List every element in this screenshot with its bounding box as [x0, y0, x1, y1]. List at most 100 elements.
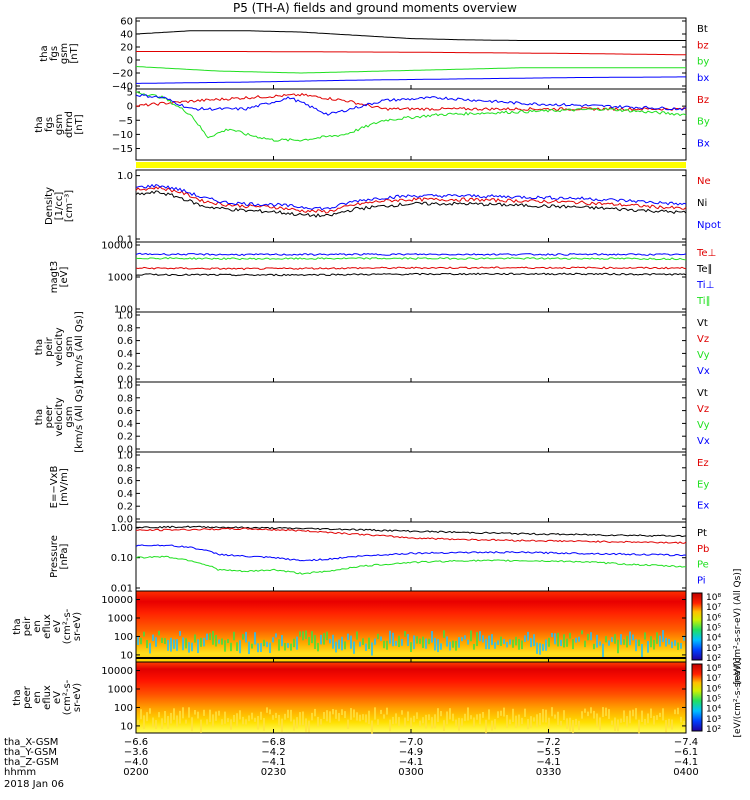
y-axis-label: en: [32, 620, 43, 633]
xaxis-date: 2018 Jan 06: [4, 779, 64, 790]
series-line-Ni: [135, 190, 687, 218]
y-axis-label: [km/s (All Qs)]: [74, 381, 85, 453]
spectrogram-cell: [551, 632, 553, 638]
y-axis-label: velocity: [54, 397, 65, 436]
spectrogram-cell: [572, 720, 574, 734]
spectrogram-cell: [605, 636, 607, 643]
spectrogram-cell: [209, 709, 211, 723]
xaxis-row-value: 0330: [536, 767, 561, 778]
spectrogram-cell: [158, 712, 160, 718]
spectrogram-cell: [398, 635, 400, 648]
xaxis-row-value: −4.2: [261, 747, 285, 758]
xaxis-row-value: −5.5: [536, 747, 560, 758]
spectrogram-cell: [200, 637, 202, 647]
spectrogram-cell: [170, 712, 172, 724]
spectrogram-cell: [638, 639, 640, 647]
spectrogram-cell: [449, 708, 451, 720]
y-axis-label: gsm: [64, 336, 75, 357]
spectrogram-cell: [536, 714, 538, 727]
y-axis-label: tha: [34, 339, 45, 355]
spectrogram-cell: [611, 720, 613, 725]
spectrogram-cell: [458, 717, 460, 731]
panel-frame: [135, 381, 687, 453]
spectrogram-cell: [356, 631, 358, 640]
spectrogram-cell: [596, 713, 598, 727]
spectrogram-cell: [362, 638, 364, 645]
legend-Te⊥: Te⊥: [696, 248, 716, 259]
spectrogram-cell: [554, 633, 556, 645]
legend-Pt: Pt: [697, 528, 707, 539]
spectrogram-cell: [614, 634, 616, 644]
spectrogram-cell: [167, 640, 169, 651]
spectrogram-cell: [266, 641, 268, 648]
y-tick-label: 0: [127, 56, 133, 67]
spectrogram-cell: [410, 642, 412, 653]
spectrogram-cell: [347, 633, 349, 640]
spectrogram-cell: [518, 638, 520, 650]
series-line-Te∥: [135, 272, 687, 277]
spectrogram-cell: [281, 635, 283, 647]
series-line-Pt: [135, 525, 687, 538]
spectrogram-cell: [413, 715, 415, 723]
spectrogram-cell: [407, 634, 409, 646]
legend-Ne: Ne: [697, 176, 711, 187]
legend-Vx: Vx: [697, 366, 710, 377]
spectrogram-cell: [224, 640, 226, 652]
spectrogram-cell: [200, 719, 202, 733]
spectrogram-cell: [515, 636, 517, 646]
spectrogram-cell: [212, 714, 214, 727]
spectrogram-cell: [224, 711, 226, 724]
spectrogram-cell: [209, 633, 211, 640]
spectrogram-cell: [665, 720, 667, 733]
spectrogram-cell: [578, 636, 580, 642]
spectrogram-cell: [650, 636, 652, 648]
spectrogram-cell: [161, 718, 163, 729]
y-tick-label: −10: [112, 130, 133, 141]
spectrogram-cell: [563, 634, 565, 648]
spectrogram-cell: [656, 715, 658, 720]
spectrogram-cell: [584, 640, 586, 648]
colorbar-tick-label: 10⁴: [706, 705, 721, 715]
spectrogram-cell: [449, 641, 451, 651]
spectrogram-cell: [479, 713, 481, 725]
legend-Pi: Pi: [697, 575, 706, 586]
y-tick-label: 60: [120, 17, 133, 28]
spectrogram-cell: [236, 642, 238, 651]
spectrogram-cell: [416, 712, 418, 719]
spectrogram-cell: [320, 719, 322, 725]
spectrogram-cell: [629, 631, 631, 646]
series-line-Pe: [135, 555, 687, 575]
spectrogram-cell: [668, 638, 670, 645]
xaxis-row-value: 0230: [261, 767, 286, 778]
spectrogram-cell: [638, 719, 640, 734]
spectrogram-cell: [614, 717, 616, 731]
y-axis-label: velocity: [54, 327, 65, 366]
y-tick-label: 1000: [108, 273, 133, 284]
spectrogram-cell: [635, 708, 637, 720]
spectrogram-cell: [212, 631, 214, 645]
y-axis-label: [nPa]: [59, 543, 70, 569]
spectrogram-cell: [290, 643, 292, 651]
spectrogram-cell: [575, 718, 577, 726]
spectrogram-cell: [167, 716, 169, 729]
y-tick-label: 100: [114, 305, 133, 316]
spectrogram-cell: [470, 630, 472, 642]
spectrogram-cell: [215, 711, 217, 721]
y-tick-label: 10: [120, 650, 133, 661]
spectrogram-cell: [680, 643, 682, 649]
series-line-Pb: [136, 527, 687, 544]
spectrogram-cell: [257, 643, 259, 653]
y-axis-label: [cm⁻³]: [64, 190, 75, 222]
spectrogram-cell: [671, 641, 673, 649]
xaxis-row-value: 0200: [123, 767, 148, 778]
spectrogram-cell: [443, 720, 445, 731]
colorbar-tick-label: 10²: [706, 654, 721, 664]
legend-Ey: Ey: [697, 479, 709, 490]
spectrogram-cell: [293, 638, 295, 648]
y-tick-label: 100: [114, 632, 133, 643]
y-axis-label: [km/s (All Qs)]: [74, 311, 85, 383]
y-tick-label: 40: [120, 30, 133, 41]
legend-Vt: Vt: [697, 318, 708, 329]
spectrogram-cell: [464, 713, 466, 722]
spectrogram-cell: [380, 636, 382, 641]
